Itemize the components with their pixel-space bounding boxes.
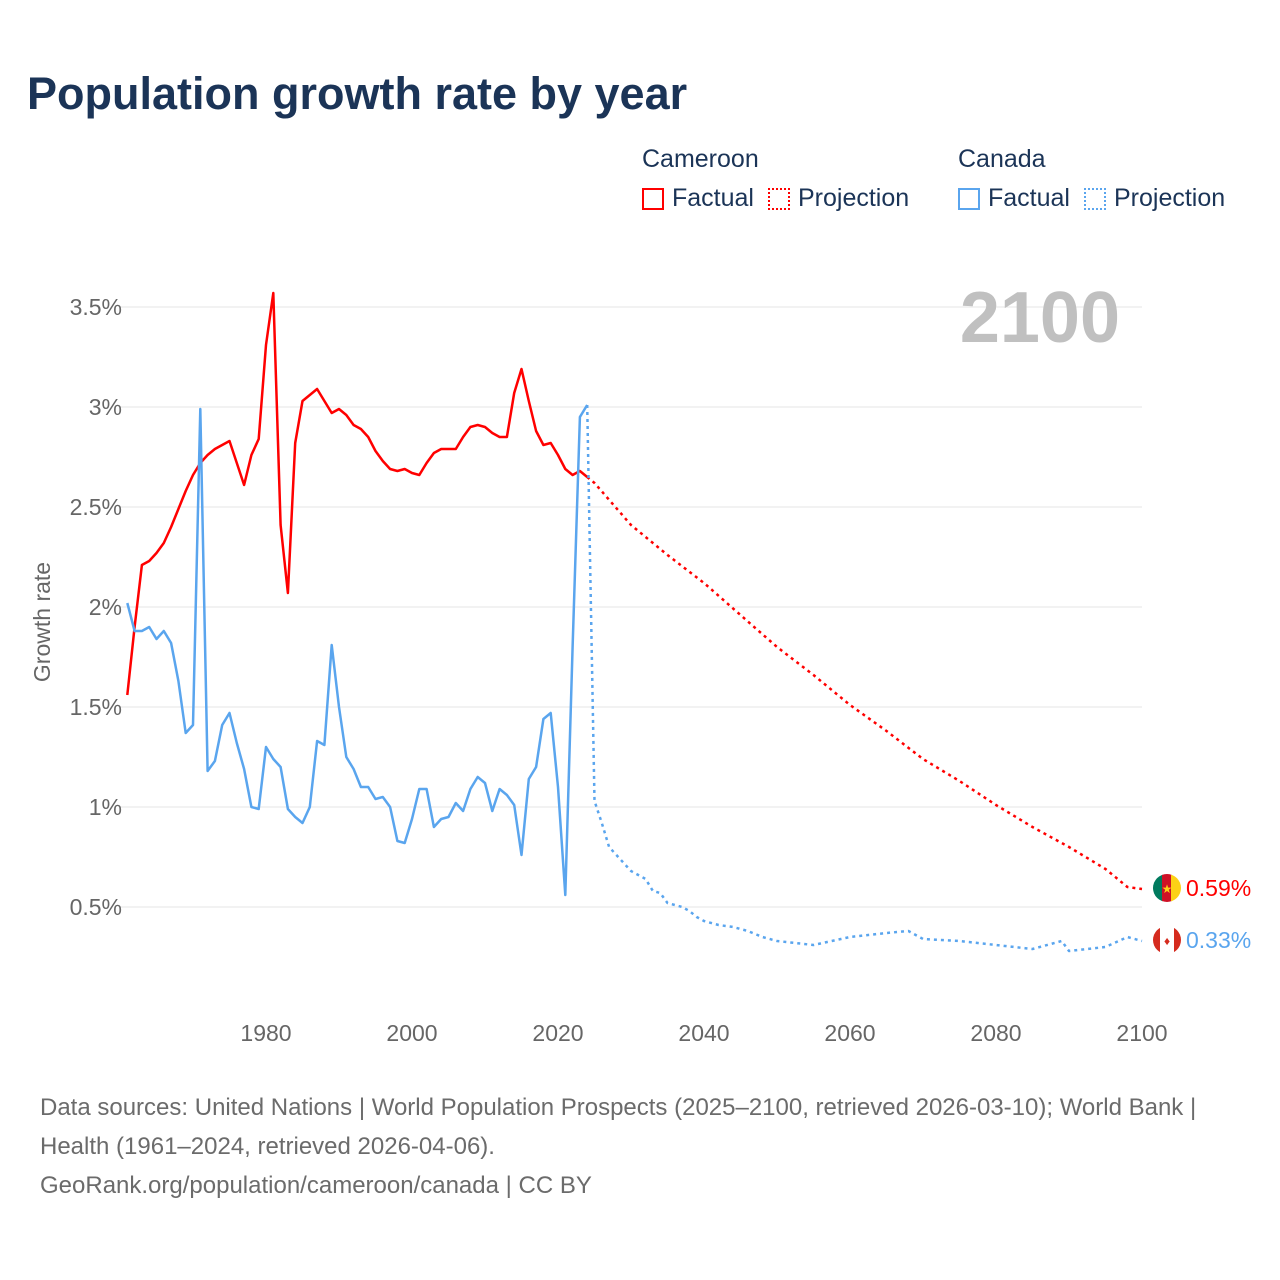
y-tick-label: 0.5% bbox=[70, 894, 122, 920]
dotted-swatch-icon bbox=[767, 187, 790, 210]
cameroon-flag-icon: ★ bbox=[1153, 874, 1181, 902]
solid-swatch-icon bbox=[642, 187, 664, 210]
y-tick-label: 3.5% bbox=[70, 294, 122, 320]
y-tick-label: 1% bbox=[89, 794, 122, 820]
canada-projection-line bbox=[585, 404, 1143, 953]
x-tick-label: 2100 bbox=[1116, 1020, 1167, 1046]
y-tick-label: 2% bbox=[89, 594, 122, 620]
x-tick-label: 2020 bbox=[532, 1020, 583, 1046]
cameroon-projection-line bbox=[586, 476, 1143, 891]
x-tick-label: 2060 bbox=[824, 1020, 875, 1046]
legend-cameroon-factual[interactable]: Factual bbox=[642, 184, 754, 213]
y-tick-label: 1.5% bbox=[70, 694, 122, 720]
svg-text:♦: ♦ bbox=[1164, 934, 1170, 948]
source-link[interactable]: GeoRank.org/population/cameroon/canada |… bbox=[40, 1172, 592, 1199]
legend-country-label: Cameroon bbox=[642, 145, 759, 173]
footer: Data sources: United Nations | World Pop… bbox=[40, 1088, 1240, 1205]
year-watermark: 2100 bbox=[960, 278, 1120, 358]
y-tick-label: 2.5% bbox=[70, 494, 122, 520]
legend-label: Factual bbox=[672, 184, 754, 212]
solid-swatch-icon bbox=[958, 187, 980, 210]
dotted-swatch-icon bbox=[1083, 187, 1106, 210]
cameroon-end-value: 0.59% bbox=[1186, 875, 1251, 901]
svg-text:★: ★ bbox=[1162, 882, 1173, 896]
legend-label: Projection bbox=[797, 184, 910, 212]
y-tick-label: 3% bbox=[89, 394, 122, 420]
legend-label: Projection bbox=[1113, 184, 1226, 212]
legend-canada-factual[interactable]: Factual bbox=[958, 184, 1070, 213]
x-tick-label: 2040 bbox=[678, 1020, 729, 1046]
canada-flag-icon: ♦ bbox=[1153, 926, 1181, 954]
data-sources: Data sources: United Nations | World Pop… bbox=[40, 1094, 1197, 1160]
x-tick-label: 2080 bbox=[970, 1020, 1021, 1046]
legend-canada-projection[interactable]: Projection bbox=[1083, 184, 1226, 213]
chart-title: Population growth rate by year bbox=[27, 68, 688, 119]
canada-end-value: 0.33% bbox=[1186, 927, 1251, 953]
legend-canada: Canada Factual Projection bbox=[958, 145, 1239, 213]
x-tick-label: 2000 bbox=[386, 1020, 437, 1046]
cameroon-factual-line bbox=[126, 291, 588, 696]
y-axis-label: Growth rate bbox=[29, 562, 55, 682]
legend-label: Factual bbox=[988, 184, 1070, 212]
canada-factual-line bbox=[126, 404, 589, 897]
legend-cameroon: Cameroon Factual Projection bbox=[642, 145, 923, 213]
x-tick-label: 1980 bbox=[240, 1020, 291, 1046]
legend-country-label: Canada bbox=[958, 145, 1046, 173]
legend-cameroon-projection[interactable]: Projection bbox=[767, 184, 910, 213]
